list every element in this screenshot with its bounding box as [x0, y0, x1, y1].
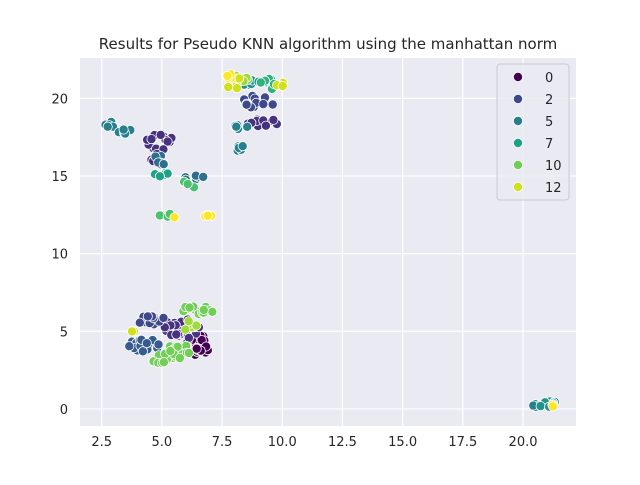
scatter-point	[277, 81, 288, 92]
legend-box	[496, 63, 570, 201]
x-axis-ticks: 2.5 5.0 7.5 10.0 12.5 15.0 17.5 20.0	[91, 435, 537, 450]
legend-label: 7	[545, 137, 553, 152]
scatter-point	[171, 329, 182, 340]
scatter-points	[100, 69, 560, 412]
scatter-point	[241, 99, 252, 110]
scatter-point	[207, 306, 218, 317]
scatter-point	[102, 121, 113, 132]
scatter-point	[169, 212, 180, 223]
scatter-point	[242, 121, 253, 132]
x-tick-label: 5.0	[152, 435, 173, 450]
scatter-point	[548, 401, 559, 412]
y-tick-label: 10	[51, 248, 68, 263]
scatter-point	[158, 357, 169, 368]
scatter-point	[184, 302, 195, 313]
legend-label: 5	[545, 115, 553, 130]
scatter-point	[146, 134, 157, 145]
scatter-point	[223, 82, 234, 93]
y-axis-ticks: 0 5 10 15 20	[51, 92, 68, 418]
scatter-point	[182, 178, 193, 189]
scatter-point	[268, 114, 279, 125]
legend: 0 2 5 7 10 12	[496, 63, 570, 201]
x-tick-label: 17.5	[448, 435, 477, 450]
scatter-point	[234, 73, 245, 84]
scatter-point	[183, 316, 194, 327]
y-tick-label: 0	[60, 403, 68, 418]
scatter-point	[180, 324, 191, 335]
y-tick-label: 20	[51, 92, 68, 107]
x-tick-label: 15.0	[388, 435, 417, 450]
scatter-point	[142, 311, 153, 322]
scatter-point	[198, 171, 209, 182]
scatter-point	[158, 159, 169, 170]
scatter-point	[137, 346, 148, 357]
scatter-point	[141, 338, 152, 349]
scatter-point	[202, 210, 213, 221]
scatter-point	[222, 70, 233, 81]
scatter-point	[260, 120, 271, 131]
scatter-point	[191, 320, 202, 331]
legend-marker	[513, 116, 524, 127]
x-tick-label: 2.5	[91, 435, 112, 450]
scatter-point	[183, 347, 194, 358]
y-tick-label: 5	[60, 325, 68, 340]
x-tick-label: 7.5	[212, 435, 233, 450]
scatter-point	[258, 99, 269, 110]
scatter-point	[154, 171, 165, 182]
scatter-point	[127, 326, 138, 337]
legend-label: 12	[545, 181, 562, 196]
scatter-point	[231, 121, 242, 132]
x-tick-label: 10.0	[268, 435, 297, 450]
legend-marker	[513, 137, 524, 148]
scatter-point	[191, 343, 202, 354]
legend-marker	[513, 159, 524, 170]
scatter-point	[165, 345, 176, 356]
scatter-point	[153, 339, 164, 350]
scatter-point	[162, 136, 173, 147]
legend-marker	[513, 94, 524, 105]
legend-label: 2	[545, 93, 553, 108]
scatter-point	[267, 99, 278, 110]
scatter-point	[134, 317, 145, 328]
scatter-point	[155, 129, 166, 140]
y-tick-label: 15	[51, 170, 68, 185]
scatter-point	[231, 83, 242, 94]
legend-marker	[513, 72, 524, 83]
scatter-point	[198, 304, 209, 315]
chart-title: Results for Pseudo KNN algorithm using t…	[99, 35, 557, 53]
scatter-point	[174, 353, 185, 364]
scatter-point	[255, 77, 266, 88]
scatter-point	[124, 341, 135, 352]
legend-label: 0	[545, 71, 553, 86]
legend-label: 10	[545, 159, 562, 174]
scatter-point	[237, 141, 248, 152]
x-tick-label: 12.5	[328, 435, 357, 450]
x-tick-label: 20.0	[509, 435, 538, 450]
scatter-point	[118, 124, 129, 135]
scatter-point	[158, 312, 169, 323]
scatter-point	[535, 401, 546, 412]
legend-marker	[513, 181, 524, 192]
